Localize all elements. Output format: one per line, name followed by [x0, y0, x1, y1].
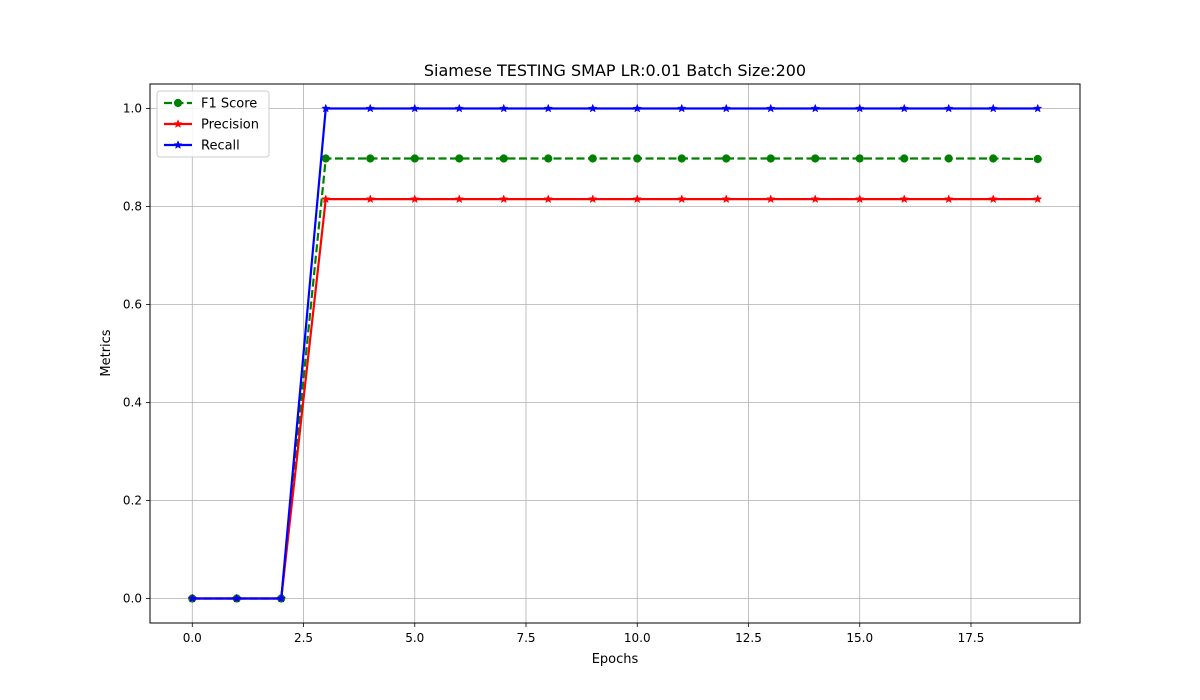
data-point-precision: [1033, 194, 1043, 204]
plot-frame: [149, 83, 1081, 624]
y-axis-label: Metrics: [99, 329, 114, 376]
data-point-precision: [321, 194, 331, 204]
y-tick-label: 0.0: [123, 592, 142, 606]
data-point-f1-score: [811, 154, 820, 163]
data-point-f1-score: [766, 154, 775, 163]
x-tick-label: 15.0: [846, 631, 873, 645]
x-tick-label: 2.5: [294, 631, 313, 645]
legend-marker-f1-score: [173, 98, 183, 108]
data-point-f1-score: [989, 154, 998, 163]
data-point-recall: [855, 103, 865, 113]
data-point-precision: [365, 194, 375, 204]
data-point-precision: [988, 194, 998, 204]
y-tick-label: 1.0: [123, 102, 142, 116]
x-tick-label: 5.0: [405, 631, 424, 645]
data-point-precision: [855, 194, 865, 204]
series-line-recall: [192, 107, 1038, 600]
data-point-precision: [632, 194, 642, 204]
legend-label-f1-score: F1 Score: [201, 97, 257, 112]
legend-marker-recall: [173, 140, 183, 149]
data-point-f1-score: [455, 154, 464, 163]
data-point-recall: [543, 103, 553, 113]
data-point-f1-score: [633, 154, 642, 163]
data-point-recall: [588, 103, 598, 113]
data-point-precision: [410, 194, 420, 204]
x-tick-label: 10.0: [624, 631, 651, 645]
data-point-precision: [766, 194, 776, 204]
y-tick-label: 0.8: [123, 200, 142, 214]
data-point-precision: [454, 194, 464, 204]
data-point-recall: [899, 103, 909, 113]
data-point-recall: [721, 103, 731, 113]
data-point-recall: [232, 593, 242, 603]
chart-title: Siamese TESTING SMAP LR:0.01 Batch Size:…: [424, 61, 806, 80]
data-point-recall: [365, 103, 375, 113]
data-point-recall: [810, 103, 820, 113]
data-point-recall: [410, 103, 420, 113]
data-point-f1-score: [588, 154, 597, 163]
legend-label-recall: Recall: [201, 139, 240, 154]
legend: F1 Score Precision Recall: [156, 90, 270, 158]
data-point-precision: [944, 194, 954, 204]
data-point-recall: [499, 103, 509, 113]
x-axis-label: Epochs: [592, 652, 639, 667]
data-point-f1-score: [544, 154, 553, 163]
series-line-f1-score: [192, 157, 1038, 600]
data-point-f1-score: [944, 154, 953, 163]
legend-box: [156, 90, 270, 158]
data-point-precision: [899, 194, 909, 204]
data-point-recall: [454, 103, 464, 113]
legend-label-precision: Precision: [201, 118, 259, 133]
data-point-f1-score: [722, 154, 731, 163]
data-point-recall: [187, 593, 197, 603]
data-point-precision: [810, 194, 820, 204]
data-point-precision: [543, 194, 553, 204]
series-recall: [187, 103, 1043, 603]
data-point-f1-score: [321, 154, 330, 163]
data-point-precision: [588, 194, 598, 204]
data-point-f1-score: [366, 154, 375, 163]
data-point-recall: [677, 103, 687, 113]
data-point-recall: [988, 103, 998, 113]
data-point-f1-score: [677, 154, 686, 163]
series-line-precision: [192, 198, 1038, 600]
data-point-precision: [721, 194, 731, 204]
x-tick-label: 7.5: [516, 631, 535, 645]
data-point-recall: [276, 593, 286, 603]
x-tick-label: 12.5: [735, 631, 762, 645]
data-point-recall: [944, 103, 954, 113]
y-tick-label: 0.2: [123, 494, 142, 508]
y-tick-label: 0.4: [123, 396, 142, 410]
axes: 0.0 2.5 5.0 7.5 10.0 12.5 15.0 17.5 0.0 0.2 0.4 0.6…: [123, 102, 984, 646]
data-point-f1-score: [410, 154, 419, 163]
data-point-precision: [677, 194, 687, 204]
data-point-f1-score: [900, 154, 909, 163]
data-point-recall: [632, 103, 642, 113]
data-point-recall: [1033, 103, 1043, 113]
series-lines: [187, 103, 1043, 603]
data-point-recall: [766, 103, 776, 113]
y-tick-label: 0.6: [123, 298, 142, 312]
data-point-precision: [499, 194, 509, 204]
data-point-f1-score: [1033, 154, 1042, 164]
data-point-f1-score: [855, 154, 864, 163]
data-point-f1-score: [499, 154, 508, 163]
legend-marker-precision: [173, 119, 183, 128]
x-tick-label: 17.5: [958, 631, 985, 645]
x-tick-label: 0.0: [183, 631, 202, 645]
data-point-recall: [321, 103, 331, 113]
